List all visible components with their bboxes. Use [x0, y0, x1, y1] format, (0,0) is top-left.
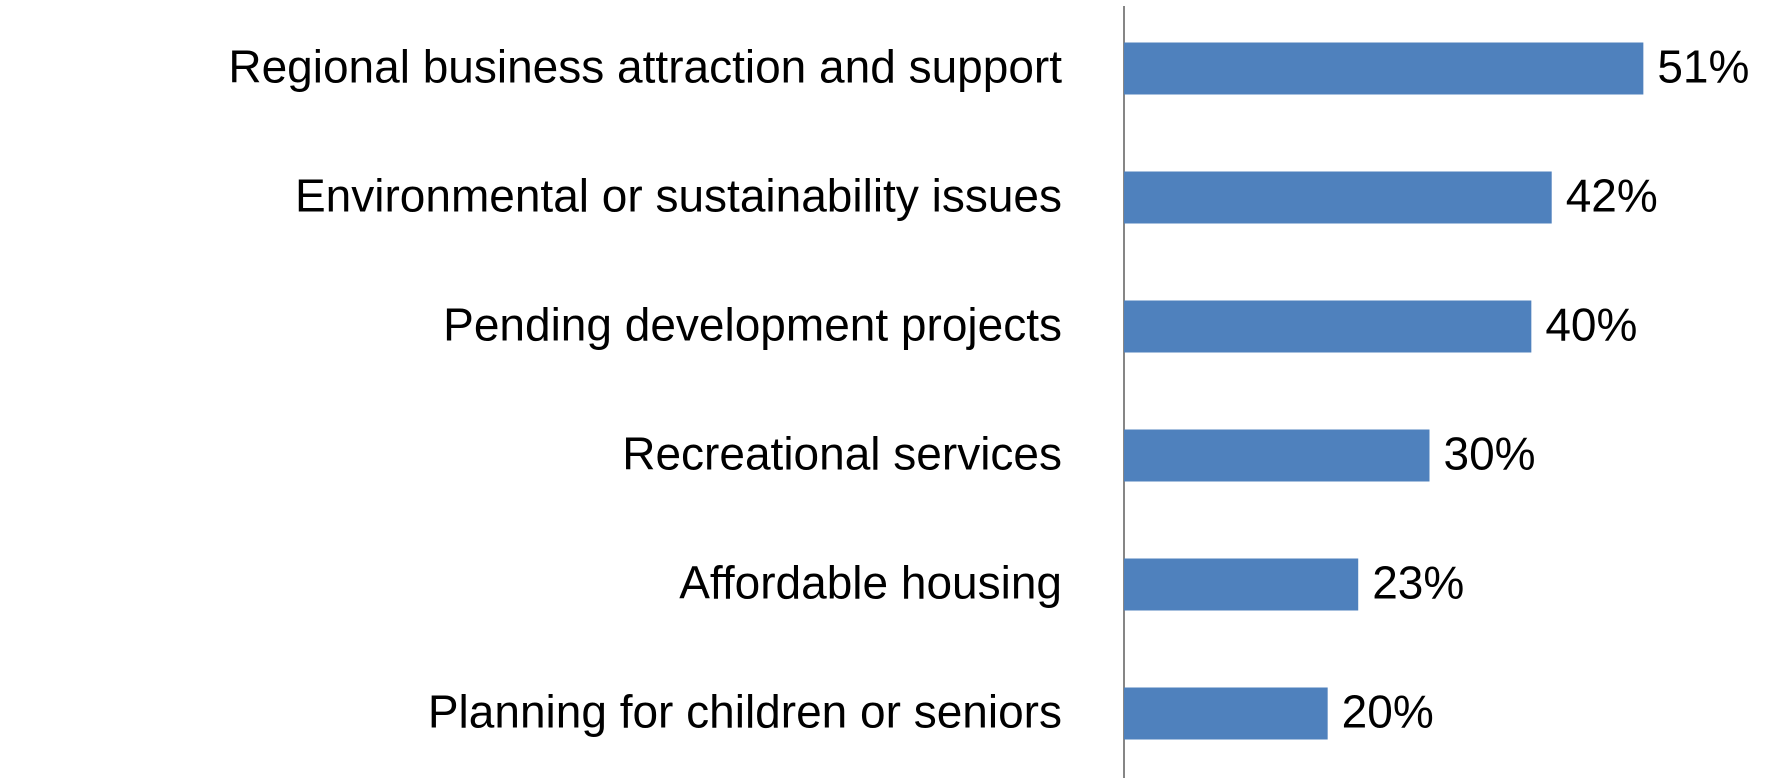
- bar: [1124, 687, 1328, 740]
- category-label: Environmental or sustainability issues: [295, 170, 1062, 222]
- value-label: 51%: [1657, 41, 1749, 93]
- category-label: Affordable housing: [679, 557, 1062, 609]
- value-label: 42%: [1566, 170, 1658, 222]
- bar: [1124, 300, 1532, 353]
- bar: [1124, 429, 1430, 482]
- value-label: 20%: [1342, 686, 1434, 738]
- category-label: Planning for children or seniors: [428, 686, 1062, 738]
- value-label: 30%: [1444, 428, 1536, 480]
- value-label: 23%: [1372, 557, 1464, 609]
- bar: [1124, 42, 1644, 95]
- category-label: Recreational services: [622, 428, 1062, 480]
- bar: [1124, 171, 1552, 224]
- category-label: Regional business attraction and support: [228, 41, 1062, 93]
- value-label: 40%: [1545, 299, 1637, 351]
- bar: [1124, 558, 1359, 611]
- category-label: Pending development projects: [443, 299, 1062, 351]
